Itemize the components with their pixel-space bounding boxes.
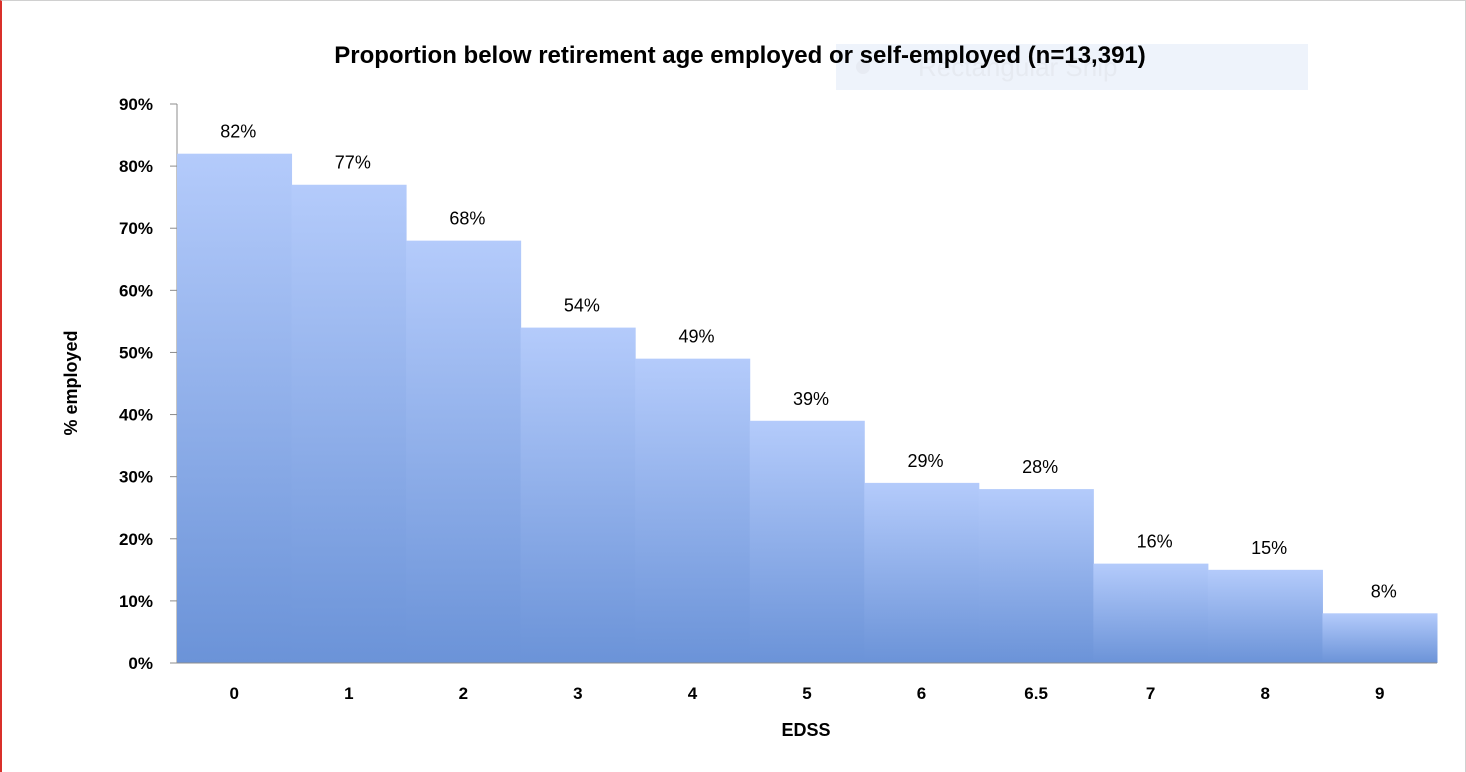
y-tick-label: 30%	[119, 468, 153, 487]
bars-group: 82% 77% 68% 54% 49% 39% 29% 28% 16% 15% 8%	[177, 122, 1438, 663]
bar	[1093, 563, 1209, 663]
x-tick-label: 0	[230, 684, 239, 703]
x-tick-label: 6	[917, 684, 926, 703]
y-tick-label: 20%	[119, 530, 153, 549]
bar	[635, 358, 751, 663]
y-axis-title: % employed	[61, 330, 81, 435]
snip-tool-label: Rectangular Snip	[918, 52, 1118, 82]
x-axis-title: EDSS	[781, 720, 830, 740]
bar-value-label: 16%	[1137, 532, 1173, 552]
bar	[406, 240, 522, 663]
bar-value-label: 29%	[908, 451, 944, 471]
bar	[978, 489, 1094, 663]
y-tick-label: 80%	[119, 157, 153, 176]
x-tick-label: 9	[1375, 684, 1384, 703]
y-axis: 0% 10% 20% 30% 40% 50% 60% 70% 80% 90%	[119, 95, 178, 673]
bar-value-label: 8%	[1371, 581, 1397, 601]
x-tick-label: 4	[688, 684, 698, 703]
x-tick-label: 7	[1146, 684, 1155, 703]
chart-title: Proportion below retirement age employed…	[334, 42, 1146, 69]
bar	[177, 153, 293, 663]
x-tick-label: 3	[573, 684, 582, 703]
y-tick-label: 0%	[128, 654, 153, 673]
bar	[1207, 569, 1323, 663]
x-tick-label: 8	[1260, 684, 1269, 703]
snip-tool-icon	[856, 60, 870, 74]
y-tick-label: 10%	[119, 592, 153, 611]
bar	[1322, 613, 1438, 663]
bar	[520, 327, 636, 663]
bar	[291, 184, 407, 663]
bar-value-label: 49%	[678, 327, 714, 347]
y-tick-label: 90%	[119, 95, 153, 114]
bar-value-label: 77%	[335, 153, 371, 173]
y-tick-label: 60%	[119, 281, 153, 300]
bar-value-label: 82%	[220, 122, 256, 142]
x-tick-label: 2	[459, 684, 468, 703]
x-tick-label: 6.5	[1024, 684, 1048, 703]
bar-value-label: 68%	[449, 209, 485, 229]
x-tick-label: 5	[802, 684, 811, 703]
y-tick-label: 70%	[119, 219, 153, 238]
bar-value-label: 28%	[1022, 457, 1058, 477]
bar-value-label: 15%	[1251, 538, 1287, 558]
bar-value-label: 54%	[564, 296, 600, 316]
bar-value-label: 39%	[793, 389, 829, 409]
y-tick-label: 40%	[119, 406, 153, 425]
snip-tool-ghost	[836, 44, 1308, 90]
x-axis: 0 1 2 3 4 5 6 6.5 7 8 9	[177, 662, 1437, 703]
y-tick-label: 50%	[119, 343, 153, 362]
x-tick-label: 1	[344, 684, 353, 703]
bar	[749, 420, 865, 663]
bar	[864, 482, 980, 663]
